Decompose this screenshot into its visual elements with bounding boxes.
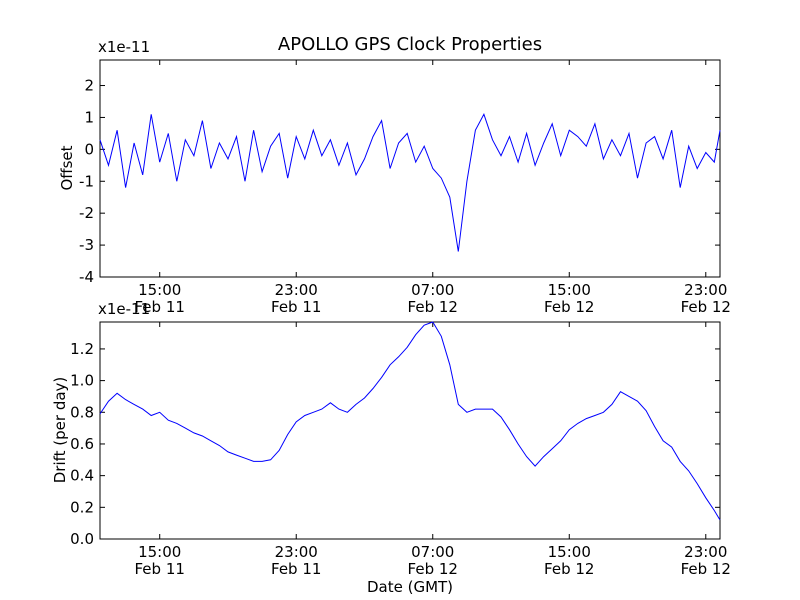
offset-ytick-label: 1 [84, 108, 94, 126]
offset-ytick-label: 0 [84, 140, 94, 158]
drift-ytick-label: 1.2 [70, 340, 94, 358]
drift-xtick-sublabel: Feb 12 [408, 560, 458, 578]
drift-xtick-label: 15:00 [548, 543, 591, 561]
drift-xtick-sublabel: Feb 11 [271, 560, 321, 578]
drift-xtick-label: 23:00 [275, 543, 318, 561]
offset-xtick-sublabel: Feb 11 [135, 298, 185, 316]
drift-panel: x1e-11 Drift (per day) Date (GMT) 0.0 0.2… [51, 300, 731, 596]
offset-xtick-label: 15:00 [548, 281, 591, 299]
drift-x-axis-label: Date (GMT) [367, 578, 453, 596]
offset-ytick-label: -4 [79, 268, 94, 286]
offset-series-line [99, 113, 721, 252]
drift-xtick-label: 15:00 [138, 543, 181, 561]
offset-xtick-label: 15:00 [138, 281, 181, 299]
drift-ytick-label: 1.0 [70, 372, 94, 390]
drift-xtick-label: 07:00 [411, 543, 454, 561]
offset-xtick-sublabel: Feb 11 [271, 298, 321, 316]
drift-ytick-label: 0.0 [70, 530, 94, 548]
offset-scale-label: x1e-11 [98, 38, 150, 56]
offset-ytick-label: -1 [79, 172, 94, 190]
drift-y-axis-label: Drift (per day) [51, 377, 69, 484]
drift-xtick-sublabel: Feb 12 [681, 560, 731, 578]
offset-xtick-label: 07:00 [411, 281, 454, 299]
drift-ytick-label: 0.4 [70, 467, 94, 485]
drift-ytick-label: 0.8 [70, 403, 94, 421]
drift-xtick-sublabel: Feb 11 [135, 560, 185, 578]
drift-axes-frame [99, 321, 721, 540]
offset-xtick-label: 23:00 [275, 281, 318, 299]
offset-ytick-label: 2 [84, 77, 94, 95]
drift-xtick-sublabel: Feb 12 [544, 560, 594, 578]
drift-scale-label: x1e-11 [98, 300, 150, 318]
offset-xtick-label: 23:00 [684, 281, 727, 299]
chart-title: APOLLO GPS Clock Properties [278, 34, 542, 55]
offset-ytick-label: -2 [79, 204, 94, 222]
offset-xtick-sublabel: Feb 12 [681, 298, 731, 316]
offset-axes-frame [99, 59, 721, 278]
drift-ytick-label: 0.6 [70, 435, 94, 453]
drift-xtick-label: 23:00 [684, 543, 727, 561]
drift-ytick-label: 0.2 [70, 498, 94, 516]
offset-xtick-sublabel: Feb 12 [544, 298, 594, 316]
offset-xtick-sublabel: Feb 12 [408, 298, 458, 316]
offset-ytick-label: -3 [79, 236, 94, 254]
offset-y-axis-label: Offset [58, 145, 76, 190]
drift-series-line [99, 321, 721, 521]
